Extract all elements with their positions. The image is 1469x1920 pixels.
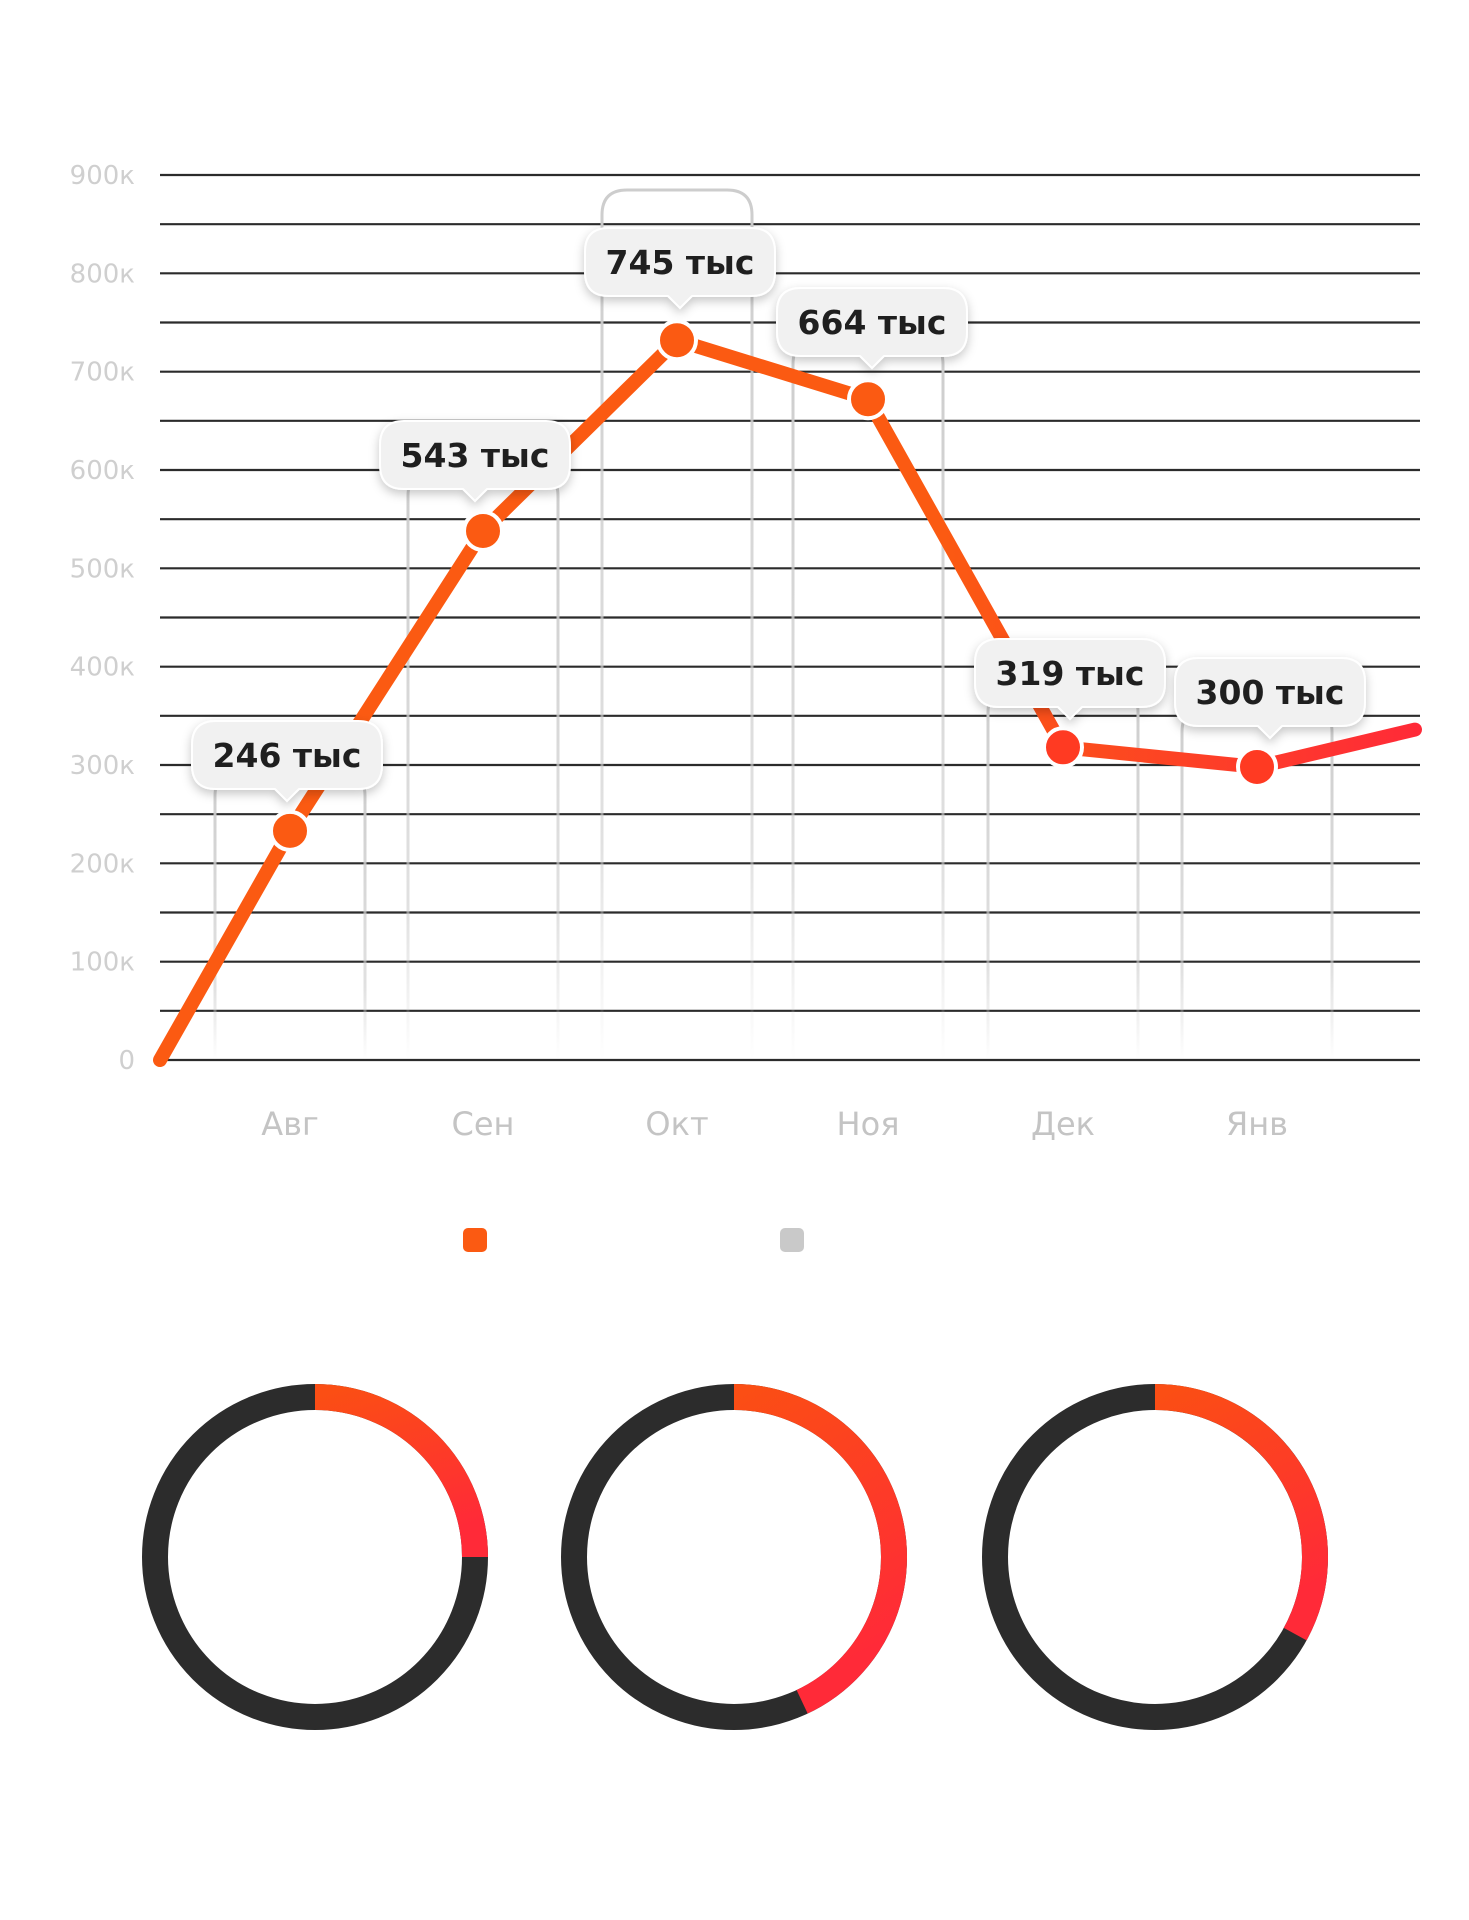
- y-axis-ticks: 0 100к 200к 300к 400к 500к 600к 700к 800к 900к: [70, 161, 135, 1076]
- data-label-bubble: [974, 638, 1166, 721]
- data-point: [462, 509, 504, 552]
- data-point: [847, 378, 889, 421]
- data-label: 543 тыс: [401, 436, 550, 475]
- data-labels: 246 тыс 543 тыс 745 тыс 664 тыс 319 тыс 300 т…: [191, 227, 1366, 803]
- line-chart: 0 100к 200к 300к 400к 500к 600к 700к 800к 900к 24…: [70, 161, 1422, 1143]
- donut-chart: [982, 1384, 1328, 1730]
- data-label-bubble: [776, 287, 968, 370]
- x-tick-label: Янв: [1226, 1105, 1288, 1143]
- y-tick-label: 800к: [70, 259, 135, 289]
- data-label-bubble: [191, 720, 383, 803]
- data-point: [269, 809, 311, 852]
- legend-swatch: [463, 1228, 487, 1252]
- grid-lines: [160, 173, 1420, 1062]
- x-tick-label: Авг: [261, 1105, 319, 1143]
- data-point: [656, 319, 698, 362]
- data-point: [1236, 745, 1278, 788]
- x-tick-label: Ноя: [837, 1105, 900, 1143]
- y-tick-label: 900к: [70, 161, 135, 191]
- x-tick-label: Дек: [1031, 1105, 1095, 1143]
- y-tick-label: 400к: [70, 653, 135, 683]
- data-label-bubble: [379, 420, 571, 503]
- donut-arc: [314, 1384, 488, 1558]
- point-bracket: [791, 337, 945, 1060]
- data-label-bubble: [584, 227, 776, 310]
- y-tick-label: 500к: [70, 554, 135, 584]
- data-label: 319 тыс: [996, 654, 1145, 693]
- series-points: [269, 319, 1278, 852]
- donut-charts: [142, 1384, 1328, 1730]
- data-label: 745 тыс: [606, 243, 755, 282]
- data-point: [1042, 726, 1084, 769]
- donut-chart: [142, 1384, 488, 1730]
- x-axis-ticks: Авг Сен Окт Ноя Дек Янв: [261, 1105, 1288, 1143]
- y-tick-label: 300к: [70, 751, 135, 781]
- legend-swatch: [780, 1228, 804, 1252]
- y-tick-label: 700к: [70, 358, 135, 388]
- donut-arc: [733, 1384, 907, 1714]
- donut-chart: [561, 1384, 907, 1730]
- data-label: 300 тыс: [1196, 673, 1345, 712]
- x-tick-label: Окт: [645, 1105, 708, 1143]
- x-tick-label: Сен: [452, 1105, 515, 1143]
- data-label-bubble: [1174, 657, 1366, 740]
- data-label: 246 тыс: [213, 736, 362, 775]
- y-tick-label: 100к: [70, 948, 135, 978]
- y-tick-label: 0: [118, 1046, 135, 1076]
- point-brackets: [213, 188, 1334, 1060]
- y-tick-label: 600к: [70, 456, 135, 486]
- point-bracket: [600, 188, 754, 1060]
- donut-arc: [1154, 1384, 1328, 1641]
- y-tick-label: 200к: [70, 849, 135, 879]
- data-label: 664 тыс: [798, 303, 947, 342]
